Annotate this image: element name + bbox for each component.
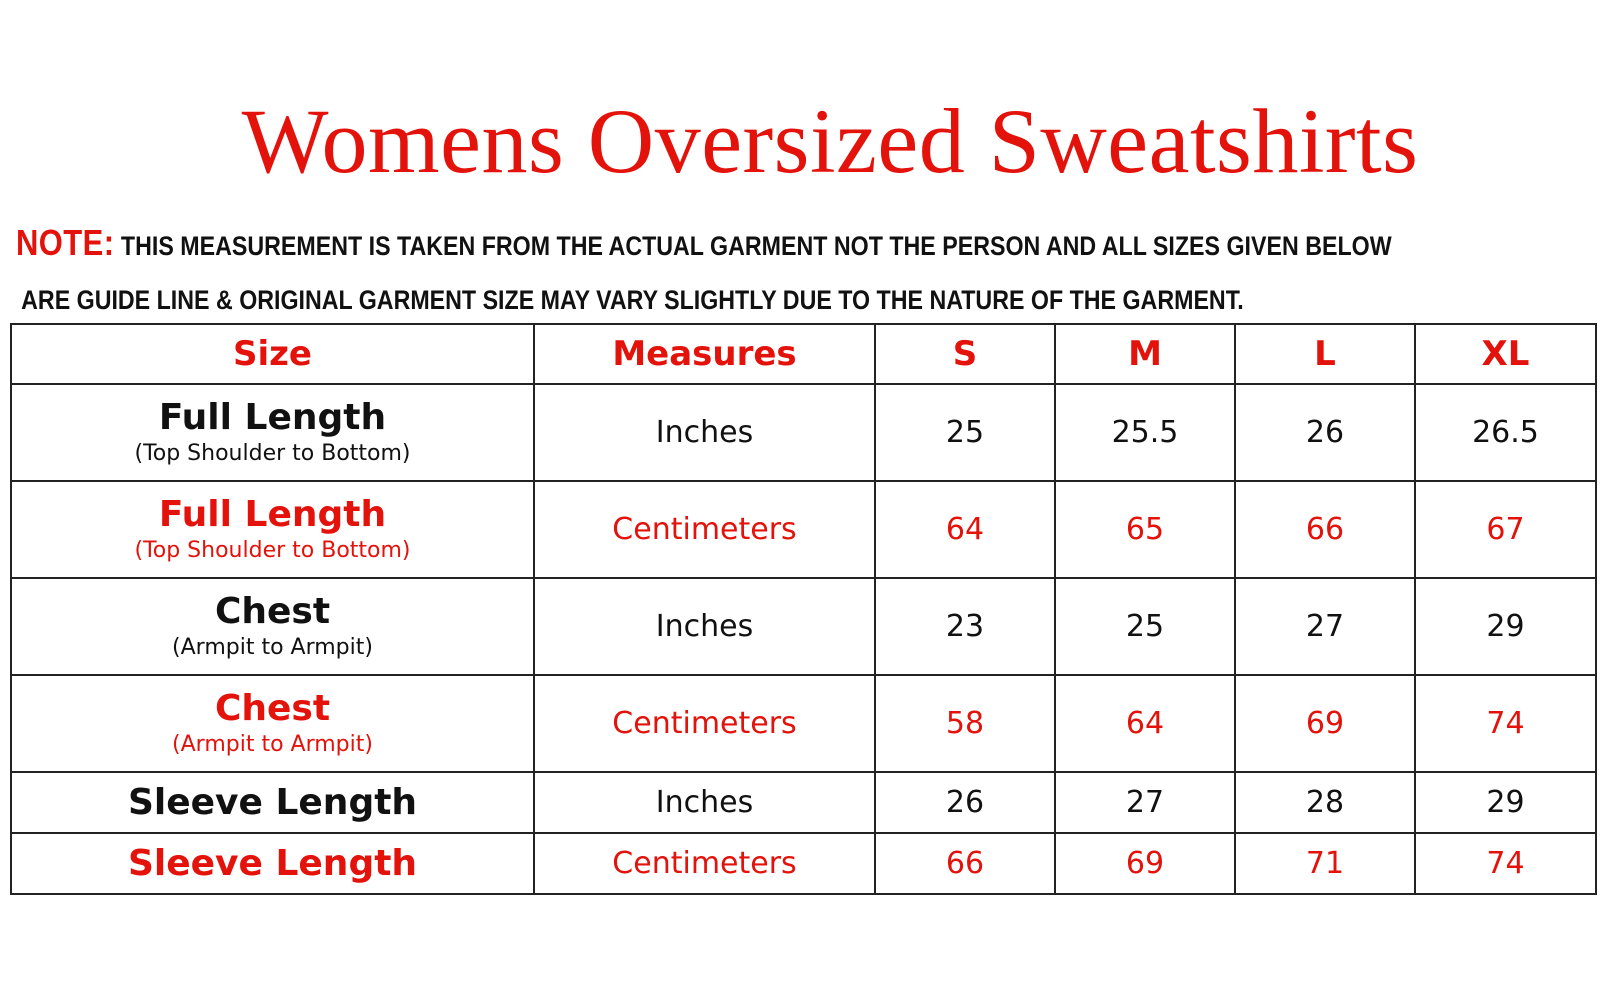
value-xl: 29: [1414, 577, 1597, 676]
row-label-cell: Chest (Armpit to Armpit): [10, 577, 535, 676]
table-row: Sleeve Length Centimeters 66 69 71 74: [10, 832, 1597, 895]
header-size: Size: [10, 323, 535, 385]
note-label: NOTE:: [16, 222, 115, 263]
row-label: Chest: [214, 687, 331, 729]
size-chart-table: Size Measures S M L XL Full Length (Top …: [10, 323, 1597, 895]
table-header-row: Size Measures S M L XL: [10, 323, 1597, 385]
unit-cell: Centimeters: [533, 674, 876, 773]
table-row: Chest (Armpit to Armpit) Centimeters 58 …: [10, 674, 1597, 773]
header-l: L: [1234, 323, 1416, 385]
note-line-1: THIS MEASUREMENT IS TAKEN FROM THE ACTUA…: [120, 231, 1392, 261]
value-s: 23: [874, 577, 1056, 676]
row-sublabel: (Top Shoulder to Bottom): [134, 440, 411, 466]
unit-cell: Inches: [533, 771, 876, 834]
unit-cell: Centimeters: [533, 480, 876, 579]
value-m: 64: [1054, 674, 1236, 773]
value-l: 27: [1234, 577, 1416, 676]
value-m: 69: [1054, 832, 1236, 895]
value-l: 26: [1234, 383, 1416, 482]
row-label: Chest: [214, 590, 331, 632]
note-line-2: ARE GUIDE LINE & ORIGINAL GARMENT SIZE M…: [21, 285, 1244, 315]
row-label-cell: Full Length (Top Shoulder to Bottom): [10, 480, 535, 579]
row-label-cell: Full Length (Top Shoulder to Bottom): [10, 383, 535, 482]
value-s: 26: [874, 771, 1056, 834]
row-label: Sleeve Length: [127, 842, 418, 884]
unit-cell: Inches: [533, 577, 876, 676]
value-s: 64: [874, 480, 1056, 579]
value-m: 25.5: [1054, 383, 1236, 482]
header-measures: Measures: [533, 323, 876, 385]
value-l: 71: [1234, 832, 1416, 895]
value-xl: 74: [1414, 832, 1597, 895]
row-sublabel: (Armpit to Armpit): [172, 731, 373, 757]
value-l: 28: [1234, 771, 1416, 834]
value-xl: 67: [1414, 480, 1597, 579]
row-sublabel: (Top Shoulder to Bottom): [134, 537, 411, 563]
row-label-cell: Sleeve Length: [10, 832, 535, 895]
value-s: 66: [874, 832, 1056, 895]
header-s: S: [874, 323, 1056, 385]
unit-cell: Inches: [533, 383, 876, 482]
unit-cell: Centimeters: [533, 832, 876, 895]
row-label-cell: Chest (Armpit to Armpit): [10, 674, 535, 773]
header-xl: XL: [1414, 323, 1597, 385]
value-xl: 74: [1414, 674, 1597, 773]
row-label: Full Length: [158, 493, 387, 535]
row-label-cell: Sleeve Length: [10, 771, 535, 834]
table-row: Full Length (Top Shoulder to Bottom) Inc…: [10, 383, 1597, 482]
row-label: Full Length: [158, 396, 387, 438]
value-m: 27: [1054, 771, 1236, 834]
table-row: Sleeve Length Inches 26 27 28 29: [10, 771, 1597, 834]
row-label: Sleeve Length: [127, 781, 418, 823]
value-s: 58: [874, 674, 1056, 773]
value-l: 66: [1234, 480, 1416, 579]
row-sublabel: (Armpit to Armpit): [172, 634, 373, 660]
table-row: Chest (Armpit to Armpit) Inches 23 25 27…: [10, 577, 1597, 676]
value-l: 69: [1234, 674, 1416, 773]
measurement-note: NOTE: THIS MEASUREMENT IS TAKEN FROM THE…: [16, 216, 1392, 327]
value-xl: 26.5: [1414, 383, 1597, 482]
value-xl: 29: [1414, 771, 1597, 834]
value-m: 25: [1054, 577, 1236, 676]
value-s: 25: [874, 383, 1056, 482]
table-row: Full Length (Top Shoulder to Bottom) Cen…: [10, 480, 1597, 579]
page-title: Womens Oversized Sweatshirts: [241, 90, 1419, 192]
value-m: 65: [1054, 480, 1236, 579]
header-m: M: [1054, 323, 1236, 385]
